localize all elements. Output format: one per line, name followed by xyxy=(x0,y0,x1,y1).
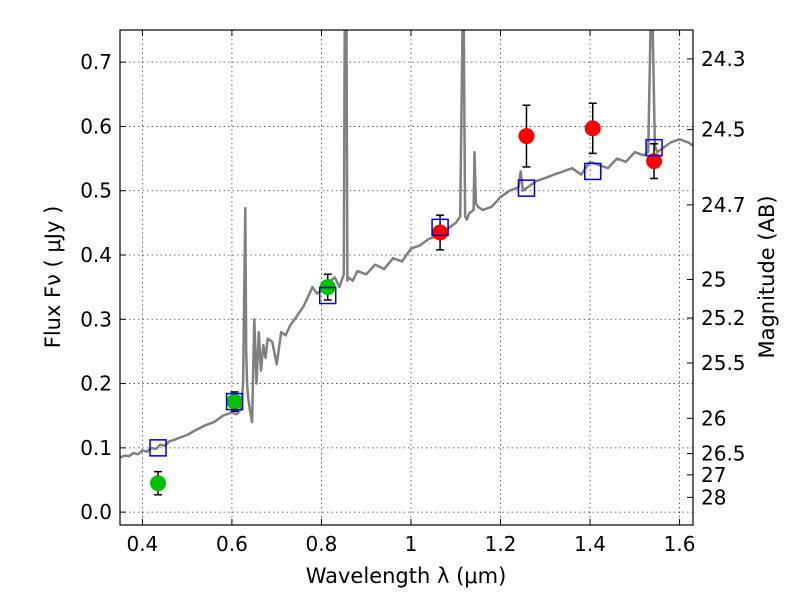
magnitude-tick-label: 28 xyxy=(701,485,726,509)
magnitude-tick-label: 25.5 xyxy=(701,351,746,375)
synthetic-photometry-square xyxy=(517,179,536,197)
y-tick-label: 0.4 xyxy=(80,243,112,267)
nir-photometry-point xyxy=(432,224,449,241)
x-tick-label: 0.4 xyxy=(126,532,158,556)
y2-axis-title: Magnitude (AB) xyxy=(755,195,779,358)
magnitude-tick-label: 25.2 xyxy=(701,306,746,330)
nir-photometry-point xyxy=(584,120,601,137)
magnitude-tick-label: 26 xyxy=(701,406,726,430)
synthetic-photometry-square xyxy=(149,439,167,457)
x-tick-label: 1.2 xyxy=(485,532,517,556)
magnitude-tick-label: 24.7 xyxy=(701,193,746,217)
optical-photometry-point xyxy=(150,475,167,492)
x-tick-label: 1.4 xyxy=(574,532,606,556)
series-layer xyxy=(120,30,693,496)
synthetic-photometry-square xyxy=(225,392,244,411)
x-tick-label: 0.6 xyxy=(216,532,248,556)
y-tick-label: 0.3 xyxy=(80,307,112,331)
magnitude-tick-label: 24.5 xyxy=(701,118,746,142)
y-tick-label: 0.0 xyxy=(80,500,112,524)
x-tick-label: 1.6 xyxy=(664,532,696,556)
model-spectrum-line xyxy=(120,30,693,459)
y-tick-label: 0.2 xyxy=(80,372,112,396)
x-tick-label: 1 xyxy=(405,532,418,556)
nir-photometry-point xyxy=(646,153,663,170)
y-tick-label: 0.7 xyxy=(80,50,112,74)
optical-photometry-point xyxy=(226,393,243,410)
magnitude-tick-label: 27 xyxy=(701,463,726,487)
synthetic-photometry-square xyxy=(431,218,449,237)
y-tick-label: 0.5 xyxy=(80,179,112,203)
magnitude-tick-label: 26.5 xyxy=(701,442,746,466)
grid-layer xyxy=(120,30,693,525)
x-tick-label: 0.8 xyxy=(306,532,338,556)
synthetic-photometry-square xyxy=(318,286,337,305)
synthetic-photometry-square xyxy=(583,162,602,181)
tick-layer: 0.4 0.6 0.8 1 1.2 1.4 1.6 0.0 0.1 0.2 0.3 0.4 0.5 0.6… xyxy=(80,30,746,556)
magnitude-tick-label: 24.3 xyxy=(701,47,746,71)
magnitude-tick-label: 25 xyxy=(701,267,726,291)
x-axis-title: Wavelength λ (μm) xyxy=(306,564,507,588)
plot-frame xyxy=(119,29,694,526)
y-axis-title: Flux Fν ( μJy ) xyxy=(41,206,65,349)
y-tick-label: 0.1 xyxy=(80,436,112,460)
synthetic-photometry-square xyxy=(645,138,663,157)
nir-photometry-point xyxy=(518,128,535,145)
y-tick-label: 0.6 xyxy=(80,114,112,138)
